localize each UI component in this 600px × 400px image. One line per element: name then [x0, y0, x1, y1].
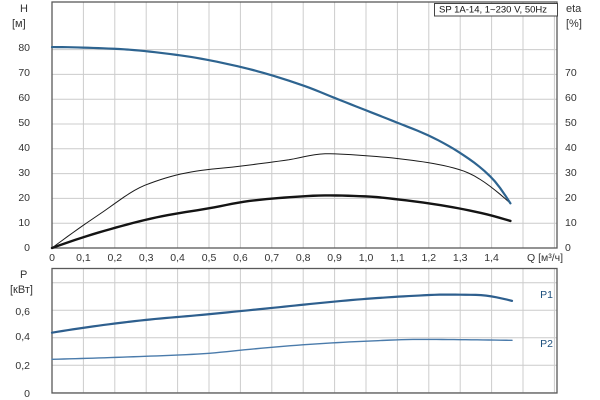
svg-text:0,7: 0,7: [264, 252, 279, 264]
svg-text:1,4: 1,4: [484, 252, 499, 264]
svg-text:80: 80: [18, 42, 30, 54]
svg-text:60: 60: [565, 92, 577, 104]
svg-text:50: 50: [565, 117, 577, 129]
svg-text:1,1: 1,1: [390, 252, 405, 264]
svg-text:0: 0: [24, 388, 30, 400]
svg-text:0: 0: [49, 252, 55, 264]
svg-text:70: 70: [18, 67, 30, 79]
svg-text:0,1: 0,1: [76, 252, 91, 264]
svg-text:1,3: 1,3: [453, 252, 468, 264]
svg-text:0,4: 0,4: [170, 252, 185, 264]
svg-text:0,5: 0,5: [202, 252, 217, 264]
svg-text:20: 20: [565, 192, 577, 204]
svg-text:10: 10: [18, 217, 30, 229]
svg-text:P1: P1: [540, 289, 553, 301]
svg-text:SP 1A-14, 1~230 V, 50Hz: SP 1A-14, 1~230 V, 50Hz: [439, 4, 547, 15]
svg-text:60: 60: [18, 92, 30, 104]
svg-text:0,6: 0,6: [233, 252, 248, 264]
svg-text:50: 50: [18, 117, 30, 129]
svg-text:1,0: 1,0: [359, 252, 374, 264]
svg-text:1,2: 1,2: [421, 252, 436, 264]
svg-text:[%]: [%]: [566, 18, 582, 30]
svg-text:eta: eta: [566, 3, 582, 15]
svg-text:0,6: 0,6: [15, 306, 30, 318]
svg-text:40: 40: [565, 142, 577, 154]
svg-text:40: 40: [18, 142, 30, 154]
svg-text:Q [м³/ч]: Q [м³/ч]: [527, 252, 563, 264]
svg-text:H: H: [20, 3, 28, 15]
svg-text:[м]: [м]: [12, 18, 26, 30]
svg-text:0,2: 0,2: [15, 360, 30, 372]
svg-text:0,2: 0,2: [107, 252, 122, 264]
svg-text:0: 0: [24, 242, 30, 254]
svg-text:0: 0: [565, 242, 571, 254]
svg-text:20: 20: [18, 192, 30, 204]
svg-text:P: P: [20, 269, 27, 281]
svg-text:0,9: 0,9: [327, 252, 342, 264]
svg-text:30: 30: [565, 167, 577, 179]
svg-text:[кВт]: [кВт]: [10, 284, 33, 296]
svg-text:P2: P2: [540, 338, 553, 350]
svg-text:30: 30: [18, 167, 30, 179]
svg-text:0,3: 0,3: [139, 252, 154, 264]
svg-text:0,4: 0,4: [15, 331, 30, 343]
svg-text:70: 70: [565, 67, 577, 79]
svg-text:0,8: 0,8: [296, 252, 311, 264]
svg-text:10: 10: [565, 217, 577, 229]
